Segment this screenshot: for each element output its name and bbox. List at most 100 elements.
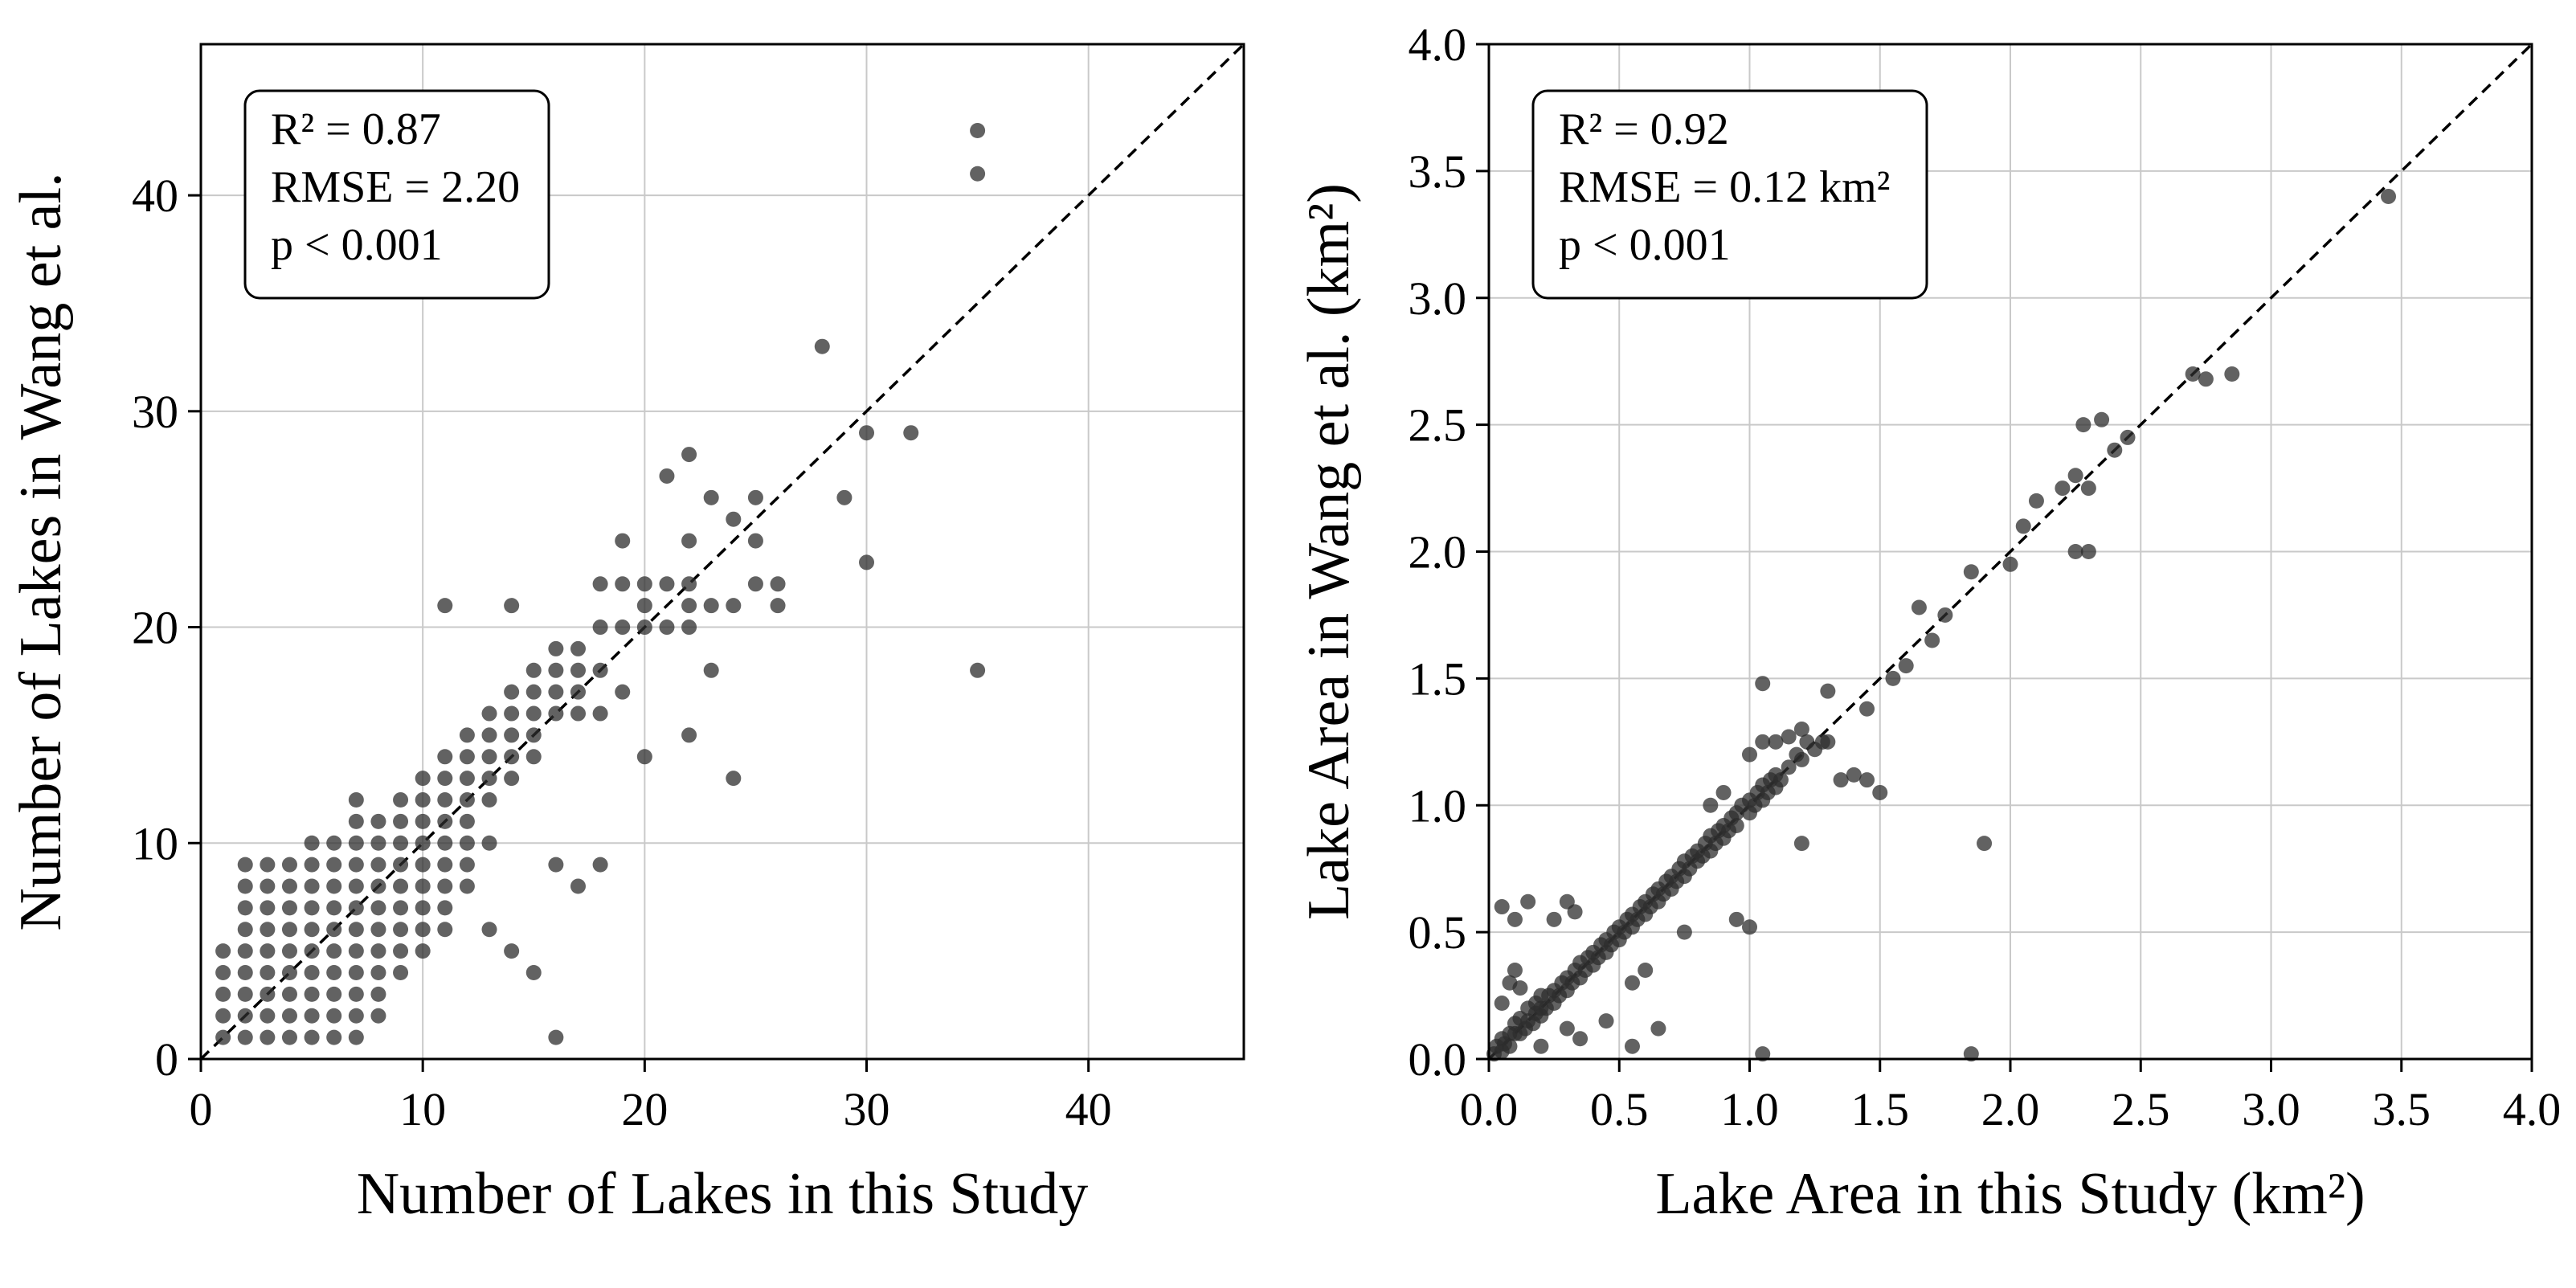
scatter-point [348, 900, 364, 916]
scatter-point [281, 986, 297, 1002]
scatter-point [1781, 759, 1797, 775]
scatter-point [1507, 911, 1523, 927]
scatter-point [348, 965, 364, 981]
scatter-point [970, 122, 986, 138]
scatter-point [481, 922, 497, 938]
scatter-point [348, 857, 364, 873]
scatter-point [525, 684, 542, 700]
scatter-point [459, 749, 475, 765]
scatter-point [1898, 658, 1914, 674]
scatter-point [525, 965, 542, 981]
scatter-point [2107, 442, 2123, 458]
y-tick-label: 40 [132, 170, 178, 222]
scatter-point [859, 554, 875, 570]
scatter-point [415, 857, 431, 873]
scatter-point [504, 771, 520, 787]
scatter-point [836, 489, 853, 505]
scatter-point [570, 662, 586, 678]
scatter-point [1572, 1031, 1589, 1047]
scatter-point [1502, 1038, 1518, 1054]
scatter-point [1624, 975, 1640, 991]
scatter-point [281, 922, 297, 938]
scatter-point [2080, 544, 2096, 559]
scatter-point [2055, 480, 2071, 497]
scatter-point [437, 771, 453, 787]
x-tick-label: 0.5 [1590, 1083, 1649, 1135]
scatter-point [636, 619, 652, 636]
scatter-point [592, 619, 608, 636]
scatter-point [504, 943, 520, 959]
scatter-point [260, 878, 276, 894]
x-tick-label: 0.0 [1460, 1083, 1519, 1135]
scatter-point [548, 662, 564, 678]
scatter-point [415, 900, 431, 916]
scatter-point [260, 943, 276, 959]
stats-text-line: p < 0.001 [1559, 220, 1731, 270]
scatter-point [304, 857, 320, 873]
scatter-point [703, 489, 719, 505]
scatter-point [1793, 836, 1809, 852]
scatter-point [393, 792, 409, 808]
scatter-point [504, 684, 520, 700]
scatter-point [237, 943, 253, 959]
scatter-point [570, 705, 586, 722]
scatter-point [2080, 480, 2096, 497]
scatter-point [525, 727, 542, 743]
y-tick-label: 3.5 [1409, 145, 1467, 198]
scatter-point [548, 640, 564, 656]
x-axis-label: Number of Lakes in this Study [357, 1161, 1089, 1227]
scatter-point [1728, 818, 1744, 834]
scatter-point [681, 598, 697, 614]
scatter-point [393, 878, 409, 894]
scatter-point [348, 1029, 364, 1045]
scatter-point [393, 857, 409, 873]
scatter-point [260, 857, 276, 873]
scatter-point [415, 878, 431, 894]
scatter-point [1715, 784, 1732, 800]
scatter-point [636, 749, 652, 765]
scatter-point [326, 900, 342, 916]
scatter-point [370, 1008, 386, 1024]
scatter-point [459, 878, 475, 894]
scatter-point [659, 619, 675, 636]
scatter-point [281, 965, 297, 981]
scatter-point [481, 705, 497, 722]
scatter-point [304, 965, 320, 981]
plot-border [199, 43, 1245, 1061]
scatter-point [326, 986, 342, 1002]
scatter-point [304, 878, 320, 894]
scatter-point [348, 1008, 364, 1024]
lake-area-chart-svg: 0.0 0.5 1.0 1.5 2.0 2.5 3.0 3.5 4.0 0.0 0.5 1.0 1.5 2… [1296, 18, 2562, 1227]
y-axis-label: Number of Lakes in Wang et al. [8, 172, 74, 930]
scatter-point [260, 965, 276, 981]
y-tick-label: 1.5 [1409, 652, 1467, 705]
scatter-point [304, 1029, 320, 1045]
scatter-point [370, 835, 386, 851]
scatter-point [1742, 746, 1757, 763]
scatter-point [681, 533, 697, 549]
scatter-point [970, 662, 986, 678]
scatter-point [1703, 797, 1719, 813]
scatter-point [681, 727, 697, 743]
scatter-point [1512, 980, 1528, 996]
scatter-point [615, 684, 631, 700]
scatter-point [370, 900, 386, 916]
scatter-point [393, 965, 409, 981]
scatter-point [2381, 188, 2397, 204]
scatter-point [415, 771, 431, 787]
scatter-point [370, 986, 386, 1002]
scatter-point [326, 943, 342, 959]
scatter-point [237, 1029, 253, 1045]
scatter-point [304, 835, 320, 851]
scatter-point [393, 813, 409, 829]
scatter-point [548, 1029, 564, 1045]
x-tick-label: 4.0 [2503, 1083, 2562, 1135]
scatter-point [548, 857, 564, 873]
scatter-point [1559, 1020, 1575, 1037]
stats-text-line: R² = 0.87 [271, 104, 441, 154]
scatter-point [481, 727, 497, 743]
scatter-point [2185, 366, 2201, 382]
scatter-point [260, 986, 276, 1002]
scatter-point [326, 878, 342, 894]
